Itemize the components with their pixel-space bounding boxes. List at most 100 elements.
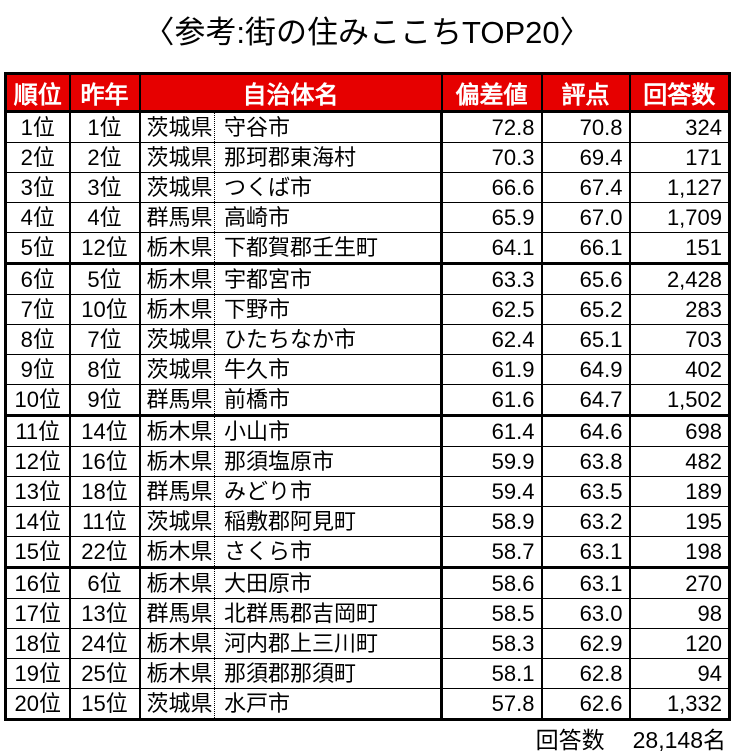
deviation-cell: 72.8 (440, 111, 542, 143)
table-header: 順位 昨年 自治体名 偏差値 評点 回答数 (4, 72, 731, 113)
deviation-cell: 64.1 (440, 232, 542, 265)
table-row: 3位 3位 茨城県 つくば市 66.6 67.4 1,127 (5, 172, 730, 203)
responses-cell: 195 (628, 506, 730, 537)
municipality-cell: さくら市 (214, 536, 442, 569)
last-year-cell: 9位 (68, 384, 140, 417)
responses-cell: 171 (628, 142, 730, 173)
table-row: 19位 25位 栃木県 那須郡那須町 58.1 62.8 94 (5, 658, 730, 689)
deviation-cell: 63.3 (440, 263, 542, 295)
last-year-cell: 7位 (68, 324, 140, 355)
responses-cell: 1,709 (628, 202, 730, 233)
deviation-cell: 59.9 (440, 446, 542, 477)
score-cell: 62.8 (540, 658, 630, 689)
municipality-cell: 水戸市 (214, 688, 442, 721)
header-deviation: 偏差値 (440, 72, 543, 113)
municipality-cell: 北群馬郡吉岡町 (214, 598, 442, 629)
score-cell: 63.8 (540, 446, 630, 477)
table-row: 4位 4位 群馬県 高崎市 65.9 67.0 1,709 (5, 202, 730, 233)
prefecture-cell: 茨城県 (138, 142, 215, 173)
municipality-cell: 宇都宮市 (214, 263, 442, 295)
table-row: 2位 2位 茨城県 那珂郡東海村 70.3 69.4 171 (5, 142, 730, 173)
last-year-cell: 24位 (68, 628, 140, 659)
last-year-cell: 1位 (68, 111, 140, 143)
municipality-cell: みどり市 (214, 476, 442, 507)
table-row: 6位 5位 栃木県 宇都宮市 63.3 65.6 2,428 (5, 263, 730, 295)
rank-cell: 9位 (5, 354, 70, 385)
deviation-cell: 57.8 (440, 688, 542, 721)
footer-total-value: 28,148名 (632, 727, 726, 753)
table-row: 20位 15位 茨城県 水戸市 57.8 62.6 1,332 (5, 688, 730, 721)
prefecture-cell: 茨城県 (138, 688, 215, 721)
prefecture-cell: 栃木県 (138, 567, 215, 599)
prefecture-cell: 栃木県 (138, 263, 215, 295)
score-cell: 63.0 (540, 598, 630, 629)
score-cell: 64.7 (540, 384, 630, 417)
municipality-cell: 小山市 (214, 415, 442, 447)
deviation-cell: 58.1 (440, 658, 542, 689)
rank-cell: 10位 (5, 384, 70, 417)
table-row: 1位 1位 茨城県 守谷市 72.8 70.8 324 (5, 111, 730, 143)
header-municipality: 自治体名 (138, 72, 443, 113)
deviation-cell: 59.4 (440, 476, 542, 507)
score-cell: 64.9 (540, 354, 630, 385)
rank-cell: 19位 (5, 658, 70, 689)
table-row: 10位 9位 群馬県 前橋市 61.6 64.7 1,502 (5, 384, 730, 417)
prefecture-cell: 群馬県 (138, 384, 215, 417)
last-year-cell: 10位 (68, 294, 140, 325)
header-row: 順位 昨年 自治体名 偏差値 評点 回答数 (4, 72, 731, 113)
deviation-cell: 58.5 (440, 598, 542, 629)
responses-cell: 1,502 (628, 384, 730, 417)
last-year-cell: 25位 (68, 658, 140, 689)
deviation-cell: 62.5 (440, 294, 542, 325)
deviation-cell: 61.4 (440, 415, 542, 447)
score-cell: 65.6 (540, 263, 630, 295)
municipality-cell: 稲敷郡阿見町 (214, 506, 442, 537)
rank-cell: 20位 (5, 688, 70, 721)
responses-cell: 2,428 (628, 263, 730, 295)
municipality-cell: 守谷市 (214, 111, 442, 143)
last-year-cell: 8位 (68, 354, 140, 385)
prefecture-cell: 茨城県 (138, 111, 215, 143)
responses-cell: 98 (628, 598, 730, 629)
municipality-cell: 高崎市 (214, 202, 442, 233)
rank-cell: 11位 (5, 415, 70, 447)
score-cell: 63.1 (540, 567, 630, 599)
rank-cell: 13位 (5, 476, 70, 507)
last-year-cell: 3位 (68, 172, 140, 203)
table-row: 11位 14位 栃木県 小山市 61.4 64.6 698 (5, 415, 730, 447)
score-cell: 63.2 (540, 506, 630, 537)
rank-cell: 14位 (5, 506, 70, 537)
last-year-cell: 18位 (68, 476, 140, 507)
responses-cell: 482 (628, 446, 730, 477)
score-cell: 62.6 (540, 688, 630, 721)
last-year-cell: 16位 (68, 446, 140, 477)
last-year-cell: 12位 (68, 232, 140, 265)
rank-cell: 18位 (5, 628, 70, 659)
rank-cell: 15位 (5, 536, 70, 569)
table-body: 1位 1位 茨城県 守谷市 72.8 70.8 324 2位 2位 茨城県 那珂郡東海村 70.3 69… (5, 111, 730, 721)
prefecture-cell: 栃木県 (138, 232, 215, 265)
header-score: 評点 (540, 72, 631, 113)
deviation-cell: 58.9 (440, 506, 542, 537)
table-row: 16位 6位 栃木県 大田原市 58.6 63.1 270 (5, 567, 730, 599)
deviation-cell: 61.6 (440, 384, 542, 417)
responses-cell: 198 (628, 536, 730, 569)
municipality-cell: 牛久市 (214, 354, 442, 385)
rank-cell: 16位 (5, 567, 70, 599)
table-row: 8位 7位 茨城県 ひたちなか市 62.4 65.1 703 (5, 324, 730, 355)
deviation-cell: 62.4 (440, 324, 542, 355)
table-row: 14位 11位 茨城県 稲敷郡阿見町 58.9 63.2 195 (5, 506, 730, 537)
responses-cell: 324 (628, 111, 730, 143)
last-year-cell: 5位 (68, 263, 140, 295)
score-cell: 63.1 (540, 536, 630, 569)
footer-total: 回答数 28,148名 (536, 727, 726, 753)
rank-cell: 1位 (5, 111, 70, 143)
score-cell: 65.2 (540, 294, 630, 325)
responses-cell: 1,332 (628, 688, 730, 721)
deviation-cell: 65.9 (440, 202, 542, 233)
municipality-cell: つくば市 (214, 172, 442, 203)
rank-cell: 5位 (5, 232, 70, 265)
responses-cell: 1,127 (628, 172, 730, 203)
rank-cell: 4位 (5, 202, 70, 233)
responses-cell: 120 (628, 628, 730, 659)
